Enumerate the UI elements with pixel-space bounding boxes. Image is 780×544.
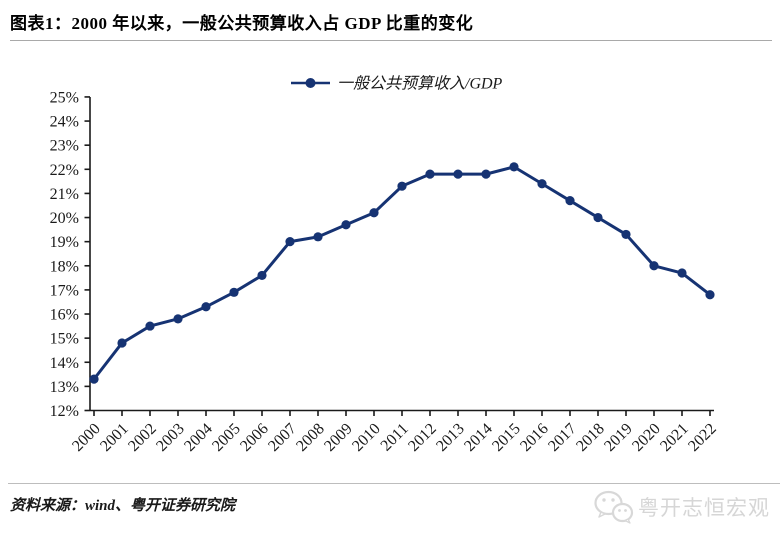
x-tick-label: 2020 (629, 420, 664, 455)
data-point (173, 314, 183, 324)
footer-divider (8, 483, 780, 484)
x-tick-label: 2015 (489, 420, 524, 455)
data-point (285, 237, 295, 247)
y-tick-label: 23% (50, 138, 79, 155)
legend-marker-dot (305, 78, 316, 88)
y-tick-label: 21% (50, 186, 79, 203)
data-point (313, 232, 323, 242)
data-point (117, 338, 127, 348)
legend: 一般公共预算收入/GDP (291, 75, 503, 93)
x-tick-label: 2002 (125, 420, 160, 455)
x-tick-label: 2005 (209, 420, 244, 455)
y-tick-label: 15% (50, 331, 79, 348)
data-point (369, 208, 379, 218)
data-point (257, 270, 267, 281)
x-tick-label: 2001 (97, 420, 132, 455)
watermark: 粤开志恒宏观 (592, 489, 770, 525)
data-point (677, 268, 687, 278)
data-point (341, 220, 351, 230)
axes (84, 96, 714, 416)
legend-label: 一般公共预算收入/GDP (337, 75, 503, 93)
chart-title: 图表1：2000 年以来，一般公共预算收入占 GDP 比重的变化 (10, 14, 474, 33)
y-tick-label: 25% (50, 89, 79, 106)
y-tick-label: 16% (50, 307, 79, 324)
x-tick-label: 2017 (545, 420, 580, 455)
data-point (397, 181, 407, 191)
data-point (509, 162, 519, 172)
x-tick-label: 2004 (181, 420, 216, 455)
x-tick-label: 2012 (405, 420, 440, 455)
x-tick-label: 2006 (237, 420, 272, 455)
data-point (89, 374, 99, 384)
source-note: 资料来源：wind、粤开证券研究院 (10, 498, 236, 514)
y-tick-label: 14% (50, 355, 79, 372)
x-tick-label: 2019 (601, 420, 636, 455)
data-point (537, 179, 547, 189)
data-point (425, 169, 435, 179)
x-tick-label: 2010 (349, 420, 384, 455)
y-tick-label: 22% (50, 162, 79, 179)
data-point (145, 321, 155, 331)
data-line (92, 165, 712, 381)
data-point (705, 290, 715, 300)
x-tick-label: 2000 (69, 420, 104, 455)
data-point (649, 261, 659, 271)
y-tick-label: 18% (50, 258, 79, 275)
data-point (481, 169, 491, 179)
wechat-icon (594, 490, 634, 524)
x-tick-label: 2007 (265, 420, 300, 455)
x-tick-label: 2018 (573, 420, 608, 455)
data-point (453, 169, 463, 179)
data-point (229, 287, 239, 297)
y-tick-label: 19% (50, 234, 79, 251)
y-tick-label: 24% (50, 114, 79, 131)
x-tick-label: 2014 (461, 420, 496, 455)
y-tick-label: 17% (50, 282, 79, 299)
data-point (621, 229, 631, 240)
series-group (89, 162, 715, 384)
x-tick-label: 2021 (657, 420, 692, 455)
x-tick-label: 2003 (153, 420, 188, 455)
y-tick-label: 12% (50, 403, 79, 420)
watermark-text: 粤开志恒宏观 (638, 497, 770, 520)
x-tick-label: 2022 (685, 420, 720, 455)
x-tick-label: 2013 (433, 420, 468, 455)
x-tick-label: 2008 (293, 420, 328, 455)
data-point (565, 196, 575, 206)
x-tick-label: 2009 (321, 420, 356, 455)
y-tick-label: 20% (50, 210, 79, 227)
title-divider (10, 40, 772, 41)
x-tick-label: 2011 (378, 420, 412, 454)
data-point (201, 302, 211, 312)
data-point (593, 212, 603, 223)
x-tick-label: 2016 (517, 420, 552, 455)
y-tick-label: 13% (50, 379, 79, 396)
